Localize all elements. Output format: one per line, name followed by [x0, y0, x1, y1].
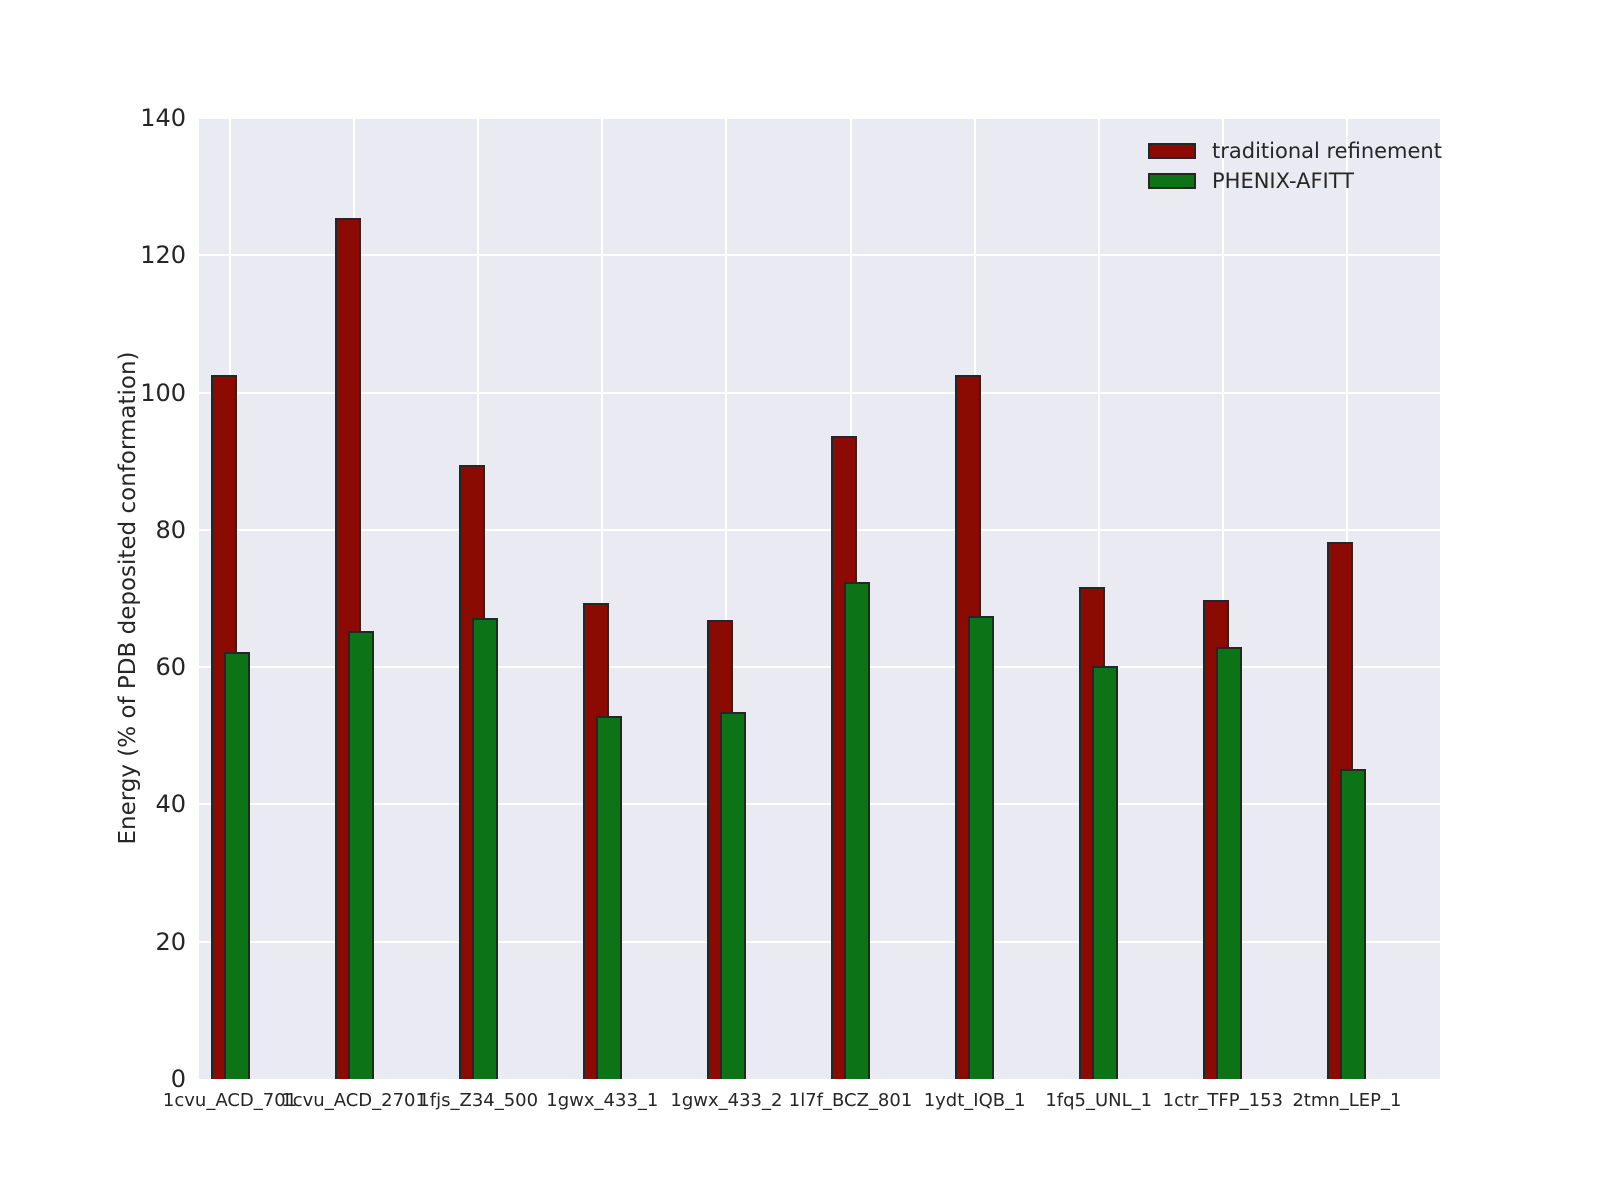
x-tick-label-1gwx_433_1: 1gwx_433_1: [546, 1090, 659, 1111]
h-gridline-40: [199, 803, 1440, 806]
h-gridline-60: [199, 666, 1440, 669]
y-tick-label-40: 40: [155, 790, 186, 819]
legend-swatch-phenix-afitt: [1148, 173, 1196, 189]
bar-phenix-afitt-1l7f_BCZ_801: [844, 582, 871, 1079]
h-gridline-120: [199, 254, 1440, 257]
bar-phenix-afitt-1gwx_433_2: [719, 711, 746, 1079]
bar-phenix-afitt-1ydt_IQB_1: [968, 615, 995, 1079]
h-gridline-140: [199, 117, 1440, 119]
x-tick-label-1l7f_BCZ_801: 1l7f_BCZ_801: [788, 1090, 913, 1111]
legend-item-traditional-refinement: traditional refinement: [1148, 139, 1442, 163]
bar-phenix-afitt-1ctr_TFP_153: [1216, 646, 1243, 1079]
y-axis-label: Energy (% of PDB deposited conformation): [115, 351, 141, 845]
bar-phenix-afitt-1fq5_UNL_1: [1092, 665, 1119, 1079]
x-tick-label-1cvu_ACD_2701: 1cvu_ACD_2701: [281, 1090, 427, 1111]
x-tick-label-1cvu_ACD_701: 1cvu_ACD_701: [162, 1090, 298, 1111]
y-tick-label-0: 0: [170, 1065, 186, 1093]
bar-phenix-afitt-1cvu_ACD_701: [223, 652, 250, 1079]
h-gridline-100: [199, 391, 1440, 394]
legend-label-traditional-refinement: traditional refinement: [1212, 139, 1442, 163]
bar-phenix-afitt-1cvu_ACD_2701: [347, 631, 374, 1079]
x-tick-label-1gwx_433_2: 1gwx_433_2: [670, 1090, 783, 1111]
v-gridline-1gwx_433_1: [601, 118, 604, 1079]
x-tick-label-2tmn_LEP_1: 2tmn_LEP_1: [1292, 1090, 1402, 1111]
bar-phenix-afitt-2tmn_LEP_1: [1340, 768, 1367, 1079]
x-tick-label-1ydt_IQB_1: 1ydt_IQB_1: [923, 1090, 1026, 1111]
legend-label-phenix-afitt: PHENIX-AFITT: [1212, 169, 1355, 193]
y-tick-label-100: 100: [140, 378, 186, 407]
v-gridline-1ctr_TFP_153: [1221, 118, 1224, 1079]
y-tick-label-80: 80: [155, 515, 186, 544]
x-tick-label-1fq5_UNL_1: 1fq5_UNL_1: [1045, 1090, 1153, 1111]
legend-item-phenix-afitt: PHENIX-AFITT: [1148, 169, 1355, 193]
y-tick-label-20: 20: [155, 927, 186, 956]
legend-swatch-traditional-refinement: [1148, 143, 1196, 159]
h-gridline-80: [199, 528, 1440, 531]
v-gridline-1gwx_433_2: [725, 118, 728, 1079]
x-tick-label-1fjs_Z34_500: 1fjs_Z34_500: [418, 1090, 539, 1111]
y-tick-label-120: 120: [140, 241, 186, 270]
y-tick-label-60: 60: [155, 653, 186, 682]
bar-phenix-afitt-1gwx_433_1: [595, 715, 622, 1079]
x-tick-label-1ctr_TFP_153: 1ctr_TFP_153: [1162, 1090, 1283, 1111]
bar-phenix-afitt-1fjs_Z34_500: [471, 617, 498, 1079]
plot-area: [199, 117, 1440, 1079]
y-tick-label-140: 140: [140, 104, 186, 132]
h-gridline-20: [199, 940, 1440, 943]
